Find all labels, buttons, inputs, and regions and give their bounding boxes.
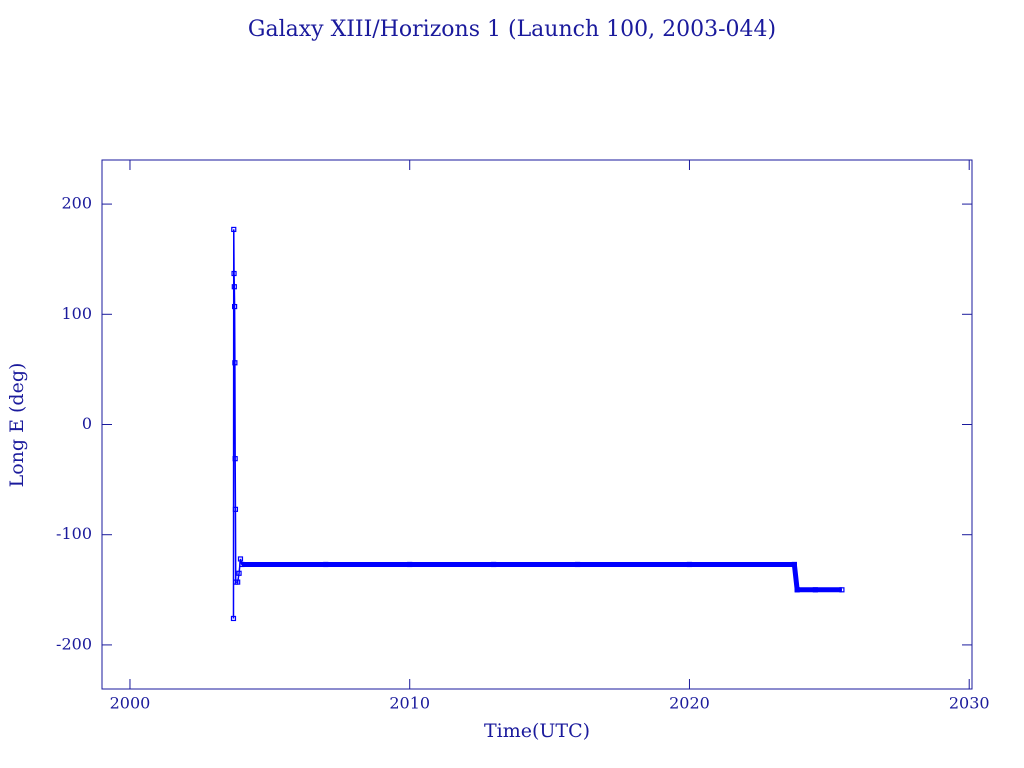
data-point — [231, 270, 237, 277]
data-point — [232, 360, 238, 366]
y-tick-label: 100 — [61, 304, 92, 323]
x-tick-label: 2020 — [669, 694, 710, 713]
x-tick-label: 2030 — [949, 694, 990, 713]
data-point — [237, 556, 244, 562]
data-point — [231, 303, 238, 310]
x-axis-label: Time(UTC) — [484, 720, 590, 742]
data-point — [236, 570, 242, 576]
data-point — [231, 284, 237, 290]
y-tick-label: 0 — [82, 414, 92, 433]
plot-frame — [101, 159, 973, 690]
data-point — [230, 615, 237, 622]
y-tick-label: 200 — [61, 194, 92, 213]
y-tick-label: -100 — [56, 524, 92, 543]
data-line — [232, 229, 842, 619]
data-point — [232, 456, 238, 462]
data-point — [231, 226, 237, 233]
x-tick-label: 2000 — [110, 694, 151, 713]
data-line-thick — [241, 561, 842, 593]
chart-title: Galaxy XIII/Horizons 1 (Launch 100, 2003… — [248, 17, 776, 42]
data-point — [232, 506, 239, 512]
y-tick-label: -200 — [56, 634, 92, 653]
x-tick-label: 2010 — [389, 694, 430, 713]
y-axis-label: Long E (deg) — [6, 363, 28, 488]
data-point — [235, 579, 241, 585]
